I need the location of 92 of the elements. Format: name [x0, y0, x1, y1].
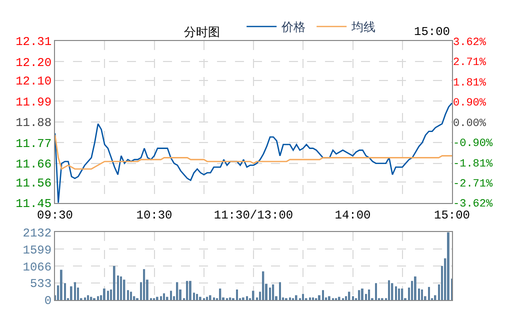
bar	[398, 288, 400, 300]
bar	[246, 296, 248, 300]
bar	[229, 297, 232, 300]
y-tick-label: 1599	[22, 243, 52, 258]
bar	[434, 295, 436, 300]
bar	[401, 288, 404, 300]
y-tick-label: 2132	[22, 226, 52, 240]
bar	[262, 271, 264, 300]
bar	[289, 297, 291, 300]
bar	[375, 283, 377, 300]
bar	[269, 288, 271, 300]
bar	[421, 289, 423, 300]
y2-tick-label: -0.90%	[453, 138, 494, 150]
legend-label: 价格	[280, 20, 306, 34]
bar	[236, 289, 238, 300]
bar	[279, 282, 281, 300]
bar	[176, 282, 178, 300]
y-tick-label: 12.10	[16, 74, 52, 89]
bar	[170, 290, 172, 300]
bar	[309, 297, 311, 300]
bar	[113, 266, 116, 300]
x-tick-label: 14:00	[334, 208, 371, 222]
y-tick-label: 12.31	[16, 35, 52, 50]
y-tick-label: 11.99	[16, 95, 52, 110]
bar	[242, 297, 244, 300]
bar	[156, 296, 158, 300]
x-tick-label: 15:00	[434, 208, 470, 222]
bar	[322, 290, 324, 300]
y2-tick-label: 0.00%	[453, 118, 486, 130]
bar	[352, 296, 354, 300]
bar	[87, 295, 89, 300]
bar	[213, 297, 215, 300]
bar	[127, 290, 129, 300]
bar	[358, 290, 360, 300]
y2-tick-label: -1.81%	[453, 158, 494, 170]
bar	[272, 284, 274, 300]
bar	[97, 296, 99, 300]
bar	[160, 296, 162, 300]
bar	[130, 292, 132, 300]
y-tick-label: 11.66	[16, 158, 52, 172]
bar	[209, 295, 212, 300]
bar	[84, 297, 86, 300]
bar	[219, 288, 222, 300]
y-tick-label: 12.20	[16, 56, 52, 70]
y2-tick-label: -3.62%	[453, 198, 494, 211]
bar	[348, 292, 350, 300]
bar	[411, 280, 414, 300]
bar	[447, 232, 450, 300]
bar	[428, 286, 430, 300]
bar	[74, 282, 76, 300]
y2-tick-label: 3.62%	[453, 36, 486, 49]
bar	[163, 293, 165, 300]
chart-title: 分时图	[184, 25, 220, 39]
bar	[312, 297, 314, 300]
bar	[391, 283, 394, 300]
line-series	[55, 102, 452, 203]
y-tick-label: 11.56	[16, 176, 52, 190]
y-tick-label: 11.88	[16, 116, 52, 130]
bar	[206, 296, 208, 300]
bar	[368, 289, 370, 300]
y2-tick-label: 0.90%	[453, 98, 486, 110]
bar	[302, 294, 304, 300]
bar	[361, 288, 364, 300]
bar	[60, 270, 62, 300]
y-tick-label: 533	[30, 277, 52, 292]
bar	[70, 286, 72, 300]
line-series	[55, 134, 452, 170]
bar	[186, 280, 188, 300]
bar	[196, 294, 198, 300]
bar	[103, 288, 106, 300]
bar	[107, 290, 109, 300]
bar	[143, 269, 146, 300]
text: 15:00	[414, 25, 450, 39]
bar	[189, 280, 192, 300]
y2-tick-label: 1.81%	[453, 77, 486, 90]
y2-tick-label: -2.71%	[453, 178, 494, 190]
y-tick-label: 1066	[22, 260, 52, 274]
bar	[120, 276, 122, 300]
x-tick-label: 11:30/13:00	[214, 208, 294, 222]
y-tick-label: 11.77	[16, 136, 52, 151]
bar	[295, 295, 298, 300]
x-tick-label: 10:30	[136, 208, 172, 222]
bar	[328, 296, 330, 300]
bar	[395, 286, 397, 300]
bar	[338, 296, 340, 300]
bar	[199, 296, 202, 300]
bar	[388, 280, 390, 300]
bar	[414, 276, 416, 300]
y2-tick-label: 2.71%	[453, 57, 486, 70]
legend-label: 均线	[350, 20, 376, 34]
y-tick-label: 0	[44, 294, 52, 308]
bar	[123, 280, 126, 300]
